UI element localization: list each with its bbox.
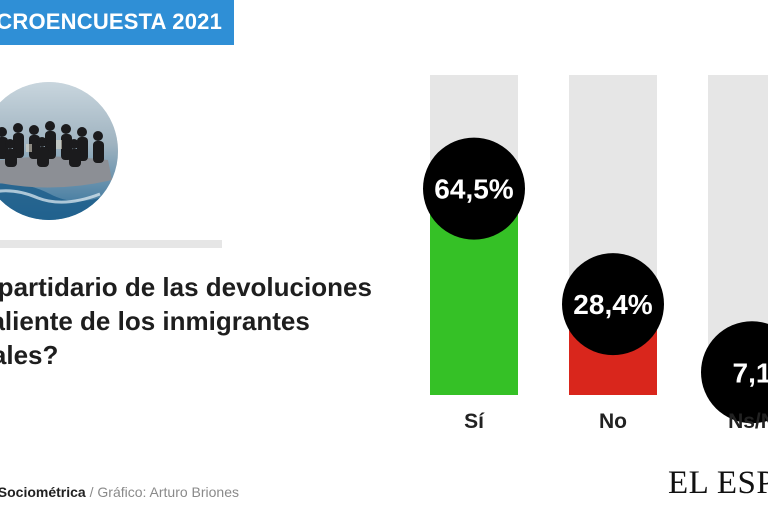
survey-question: s partidario de las devoluciones calient… bbox=[0, 270, 396, 372]
section-divider bbox=[0, 240, 222, 248]
question-line-1: s partidario de las devoluciones bbox=[0, 272, 372, 302]
graphic-credit: / Gráfico: Arturo Briones bbox=[85, 484, 240, 500]
migrant-boat-photo bbox=[0, 82, 118, 220]
category-label: Sí bbox=[464, 410, 485, 433]
data-label: 7,1 bbox=[733, 357, 768, 388]
survey-banner: CROENCUESTA 2021 bbox=[0, 0, 234, 45]
category-label: No bbox=[599, 410, 627, 433]
value-bubble bbox=[562, 253, 664, 356]
source-credit: : Sociométrica / Gráfico: Arturo Briones bbox=[0, 484, 239, 500]
banner-title: CROENCUESTA 2021 bbox=[0, 9, 222, 34]
brand-logo: EL ESPA bbox=[668, 465, 768, 501]
value-bubble bbox=[701, 321, 768, 424]
source-name: Sociométrica bbox=[0, 484, 86, 500]
photo-illustration bbox=[0, 82, 118, 220]
question-line-3: gales? bbox=[0, 340, 59, 370]
value-bubble bbox=[423, 137, 525, 240]
category-label: Ns/N bbox=[728, 410, 768, 433]
data-label: 64,5% bbox=[434, 174, 513, 205]
data-label: 28,4% bbox=[573, 289, 652, 320]
question-line-2: caliente de los inmigrantes bbox=[0, 306, 310, 336]
